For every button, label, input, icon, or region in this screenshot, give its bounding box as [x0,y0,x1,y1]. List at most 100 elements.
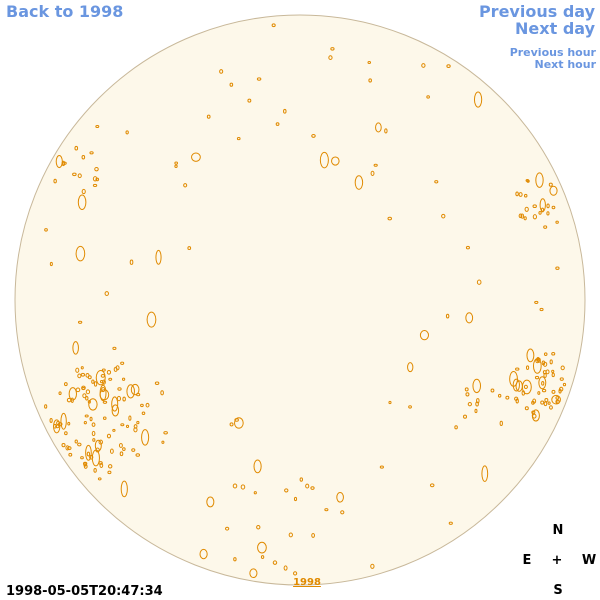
magnetic-contour [206,496,215,508]
magnetic-contour [340,510,345,515]
magnetic-contour [99,379,104,384]
magnetic-contour [136,393,141,397]
magnetic-contour [77,320,83,324]
magnetic-contour [441,213,446,219]
magnetic-contour [387,216,393,221]
magnetic-contour [126,384,135,399]
magnetic-contour [117,387,122,391]
magnetic-contour [44,404,48,409]
magnetic-contour [515,191,519,197]
magnetic-contour [515,398,519,404]
magnetic-contour [120,423,125,427]
magnetic-contour [74,439,78,444]
magnetic-contour [419,330,430,341]
magnetic-contour [463,414,468,419]
magnetic-contour [293,571,298,576]
year-link[interactable]: 1998 [293,577,321,588]
magnetic-contour [131,448,136,452]
back-link[interactable]: Back to 1998 [6,2,123,21]
magnetic-contour [199,548,208,560]
magnetic-contour [65,445,70,451]
magnetic-contour [543,372,547,378]
magnetic-contour [92,438,96,442]
magnetic-contour [92,176,98,182]
magnetic-contour [174,164,178,169]
magnetic-contour [219,69,224,74]
magnetic-contour [541,388,547,393]
magnetic-contour [505,395,510,400]
magnetic-contour [62,161,67,165]
magnetic-contour [551,372,555,378]
magnetic-contour [520,213,525,219]
magnetic-contour [92,183,98,187]
magnetic-contour [122,396,126,402]
magnetic-contour [112,346,117,351]
magnetic-contour [531,409,540,422]
magnetic-contour [99,389,110,401]
magnetic-contour [373,163,378,167]
magnetic-contour [155,249,162,265]
magnetic-contour [70,397,74,403]
magnetic-contour [260,555,265,559]
magnetic-contour [354,175,364,190]
magnetic-contour [523,216,527,221]
magnetic-contour [95,125,100,129]
magnetic-contour [370,563,375,569]
magnetic-contour [85,444,92,461]
magnetic-contour [87,375,92,380]
magnetic-contour [275,122,280,126]
magnetic-contour [476,398,480,404]
magnetic-contour [523,193,528,198]
next-hour-link[interactable]: Next hour [535,58,597,71]
magnetic-contour [118,442,123,448]
magnetic-contour [551,205,556,210]
magnetic-contour [524,206,529,212]
magnetic-contour [562,382,567,387]
magnetic-contour [91,422,96,427]
magnetic-contour [91,430,96,437]
magnetic-contour [89,416,93,422]
magnetic-contour [120,480,128,498]
magnetic-contour [472,378,482,394]
magnetic-contour [94,439,102,452]
magnetic-contour [434,180,439,184]
magnetic-contour [499,420,503,427]
magnetic-contour [102,416,107,420]
magnetic-contour [58,391,62,396]
magnetic-contour [540,400,545,405]
magnetic-contour [129,259,134,265]
magnetic-contour [481,465,489,482]
magnetic-contour [61,160,66,167]
magnetic-contour [367,61,372,65]
magnetic-contour [331,156,340,166]
magnetic-contour [94,166,99,172]
magnetic-contour [72,341,79,355]
magnetic-contour [233,557,237,562]
magnetic-contour [80,456,84,460]
magnetic-contour [112,428,116,432]
magnetic-contour [107,470,112,475]
magnetic-contour [128,415,132,421]
magnetic-contour [75,245,86,262]
magnetic-contour [525,179,530,183]
magnetic-contour [120,361,125,365]
magnetic-contour [490,388,495,393]
magnetic-contour [473,91,483,108]
magnetic-contour [68,452,73,457]
compass-south: S [553,583,562,598]
magnetic-contour [81,188,86,195]
magnetic-contour [518,213,523,219]
magnetic-contour [526,348,535,363]
solar-disk [14,14,586,586]
magnetic-contour [72,172,77,177]
previous-day-link[interactable]: Previous day [479,2,596,21]
magnetic-contour [61,443,66,448]
magnetic-contour [324,508,329,512]
previous-hour-link[interactable]: Previous hour [510,46,597,59]
magnetic-contour [375,122,382,133]
magnetic-contour [407,362,414,373]
magnetic-contour [549,359,553,365]
magnetic-contour [247,98,252,103]
magnetic-contour [108,464,113,469]
next-day-link[interactable]: Next day [515,19,596,38]
